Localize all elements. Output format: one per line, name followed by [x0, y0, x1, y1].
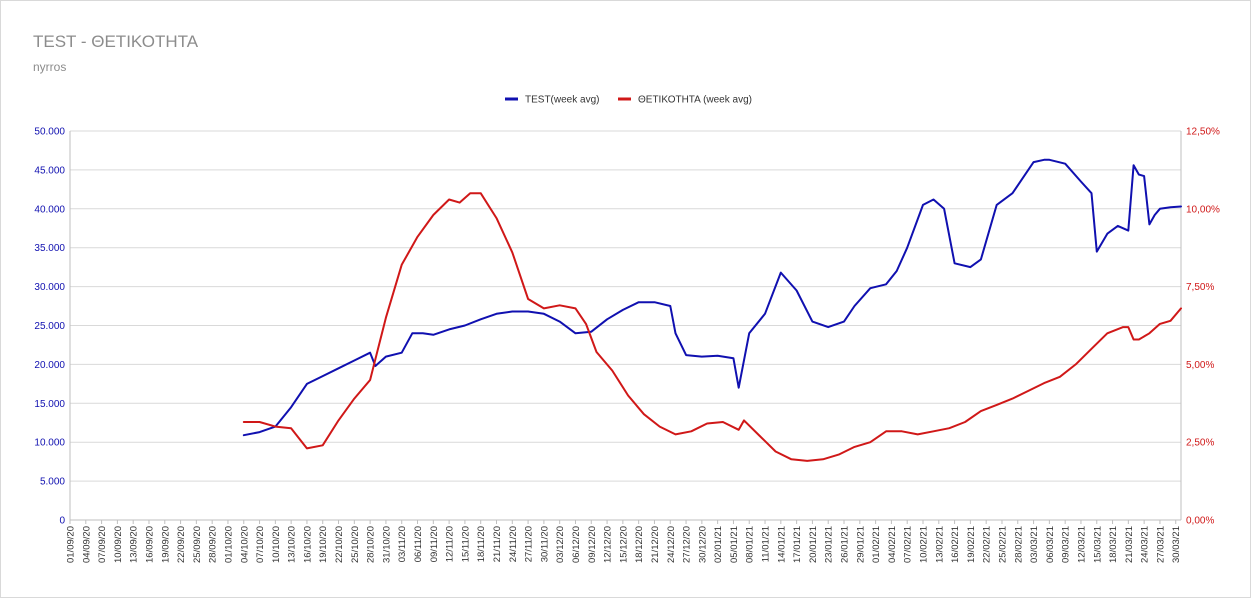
x-tick-label: 26/01/21 [840, 526, 851, 563]
x-tick-label: 24/03/21 [1140, 526, 1151, 563]
y-left-tick-label: 35.000 [34, 243, 65, 254]
x-tick-label: 22/10/20 [334, 526, 345, 563]
y-left-tick-label: 10.000 [34, 438, 65, 449]
x-tick-label: 15/12/20 [618, 526, 629, 563]
x-tick-label: 18/03/21 [1108, 526, 1119, 563]
x-tick-label: 03/03/21 [1029, 526, 1040, 563]
y-right-tick-label: 7,50% [1186, 282, 1214, 293]
x-tick-label: 30/11/20 [539, 526, 550, 562]
y-right-tick-label: 2,50% [1186, 438, 1214, 449]
x-tick-label: 29/01/21 [855, 526, 866, 563]
x-tick-label: 10/09/20 [113, 526, 124, 563]
x-tick-label: 07/10/20 [255, 526, 266, 563]
x-tick-label: 19/09/20 [160, 526, 171, 563]
y-left-tick-label: 0 [59, 516, 65, 527]
y-left-tick-label: 15.000 [34, 399, 65, 410]
x-tick-label: 18/12/20 [634, 526, 645, 563]
x-tick-label: 22/02/21 [982, 526, 993, 563]
x-tick-label: 15/11/20 [460, 526, 471, 562]
x-tick-label: 27/03/21 [1155, 526, 1166, 563]
x-tick-label: 22/09/20 [176, 526, 187, 563]
x-tick-label: 23/01/21 [824, 526, 835, 563]
x-tick-label: 01/02/21 [871, 526, 882, 563]
x-tick-label: 07/02/21 [903, 526, 914, 563]
y-right-tick-label: 10,00% [1186, 204, 1220, 215]
legend-label: TEST(week avg) [525, 95, 599, 106]
x-tick-label: 24/11/20 [508, 526, 519, 562]
x-tick-label: 21/12/20 [650, 526, 661, 563]
x-tick-label: 13/09/20 [129, 526, 140, 563]
x-tick-label: 24/12/20 [666, 526, 677, 563]
x-tick-label: 06/03/21 [1045, 526, 1056, 563]
y-left-tick-label: 50.000 [34, 127, 65, 138]
y-right-tick-label: 12,50% [1186, 127, 1220, 138]
x-tick-label: 12/11/20 [445, 526, 456, 562]
x-tick-label: 28/10/20 [366, 526, 377, 563]
x-tick-label: 17/01/21 [792, 526, 803, 563]
x-tick-label: 25/10/20 [350, 526, 361, 563]
x-tick-label: 09/12/20 [587, 526, 598, 563]
x-tick-label: 11/01/21 [761, 526, 772, 562]
x-tick-label: 01/10/20 [223, 526, 234, 563]
x-tick-label: 12/12/20 [603, 526, 614, 563]
x-tick-label: 04/10/20 [239, 526, 250, 563]
x-tick-label: 16/09/20 [144, 526, 155, 563]
x-tick-label: 10/02/21 [918, 526, 929, 563]
x-tick-label: 06/11/20 [413, 526, 424, 562]
x-tick-label: 16/10/20 [302, 526, 313, 563]
test-series-line [242, 158, 1182, 437]
legend-label: ΘΕΤΙΚΟΤΗΤΑ (week avg) [638, 95, 752, 106]
y-left-tick-label: 30.000 [34, 282, 65, 293]
y-right-tick-label: 0,00% [1186, 516, 1214, 527]
x-tick-label: 09/03/21 [1061, 526, 1072, 563]
x-tick-label: 03/11/20 [397, 526, 408, 562]
x-tick-label: 13/02/21 [934, 526, 945, 563]
x-tick-label: 19/02/21 [966, 526, 977, 563]
x-tick-label: 27/12/20 [682, 526, 693, 563]
x-tick-label: 28/09/20 [208, 526, 219, 563]
chart-subtitle: nyrros [33, 60, 67, 74]
x-tick-label: 25/09/20 [192, 526, 203, 563]
x-tick-label: 15/03/21 [1092, 526, 1103, 563]
x-tick-label: 25/02/21 [997, 526, 1008, 563]
x-tick-label: 19/10/20 [318, 526, 329, 563]
y-left-tick-label: 45.000 [34, 165, 65, 176]
y-right-tick-label: 5,00% [1186, 360, 1214, 371]
x-tick-label: 10/10/20 [271, 526, 282, 563]
x-tick-label: 27/11/20 [524, 526, 535, 562]
x-tick-label: 13/10/20 [287, 526, 298, 563]
x-tick-label: 21/03/21 [1124, 526, 1135, 563]
x-tick-label: 05/01/21 [729, 526, 740, 563]
x-tick-label: 31/10/20 [381, 526, 392, 563]
y-left-tick-label: 40.000 [34, 204, 65, 215]
x-tick-label: 09/11/20 [429, 526, 440, 562]
x-tick-label: 18/11/20 [476, 526, 487, 562]
x-tick-label: 16/02/21 [950, 526, 961, 563]
x-tick-label: 20/01/21 [808, 526, 819, 563]
positivity-series-line [242, 192, 1182, 462]
x-tick-label: 03/12/20 [555, 526, 566, 563]
x-tick-label: 12/03/21 [1076, 526, 1087, 563]
x-tick-label: 07/09/20 [97, 526, 108, 563]
y-left-tick-label: 20.000 [34, 360, 65, 371]
x-tick-label: 08/01/21 [745, 526, 756, 563]
x-tick-label: 06/12/20 [571, 526, 582, 563]
x-tick-label: 28/02/21 [1013, 526, 1024, 563]
x-tick-label: 14/01/21 [776, 526, 787, 563]
y-left-tick-label: 25.000 [34, 321, 65, 332]
x-tick-label: 04/02/21 [887, 526, 898, 563]
chart-title: TEST - ΘΕΤΙΚΟΤΗΤΑ [33, 32, 199, 51]
y-left-tick-label: 5.000 [40, 477, 65, 488]
x-tick-label: 30/03/21 [1171, 526, 1182, 563]
x-tick-label: 30/12/20 [697, 526, 708, 563]
x-tick-label: 04/09/20 [81, 526, 92, 563]
x-tick-label: 21/11/20 [492, 526, 503, 562]
x-tick-label: 01/09/20 [66, 526, 77, 563]
x-tick-label: 02/01/21 [713, 526, 724, 563]
